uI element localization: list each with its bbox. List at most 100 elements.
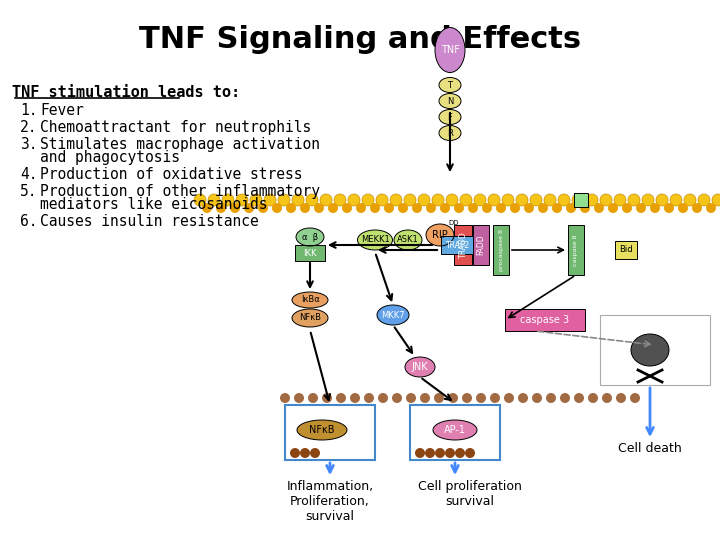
- Circle shape: [586, 194, 598, 206]
- Circle shape: [328, 203, 338, 213]
- Circle shape: [306, 194, 318, 206]
- Circle shape: [348, 194, 360, 206]
- Circle shape: [342, 203, 352, 213]
- Circle shape: [292, 194, 304, 206]
- Circle shape: [446, 194, 458, 206]
- Text: MKK7: MKK7: [381, 310, 405, 320]
- Circle shape: [455, 448, 465, 458]
- Text: FADD: FADD: [477, 235, 485, 255]
- Circle shape: [445, 448, 455, 458]
- Circle shape: [222, 194, 234, 206]
- FancyBboxPatch shape: [568, 225, 584, 275]
- Circle shape: [468, 203, 478, 213]
- Text: DD: DD: [449, 220, 459, 226]
- Circle shape: [476, 393, 486, 403]
- Circle shape: [376, 194, 388, 206]
- Text: 6.: 6.: [20, 214, 37, 229]
- Circle shape: [588, 393, 598, 403]
- Circle shape: [616, 393, 626, 403]
- Text: caspase 3: caspase 3: [521, 315, 570, 325]
- Circle shape: [546, 393, 556, 403]
- Circle shape: [454, 203, 464, 213]
- Circle shape: [642, 194, 654, 206]
- Text: TNF stimulation leads to:: TNF stimulation leads to:: [12, 85, 240, 100]
- Circle shape: [594, 203, 604, 213]
- Circle shape: [600, 194, 612, 206]
- FancyBboxPatch shape: [473, 225, 489, 265]
- FancyBboxPatch shape: [615, 241, 637, 259]
- Text: Stimulates macrophage activation: Stimulates macrophage activation: [40, 137, 320, 152]
- Circle shape: [216, 203, 226, 213]
- Text: Bid: Bid: [619, 246, 633, 254]
- Circle shape: [490, 393, 500, 403]
- Text: TRADD: TRADD: [459, 232, 467, 258]
- Circle shape: [320, 194, 332, 206]
- Circle shape: [370, 203, 380, 213]
- Circle shape: [530, 194, 542, 206]
- Text: AP-1: AP-1: [444, 425, 466, 435]
- Circle shape: [278, 194, 290, 206]
- Circle shape: [614, 194, 626, 206]
- Ellipse shape: [439, 78, 461, 92]
- Circle shape: [698, 194, 710, 206]
- Circle shape: [544, 194, 556, 206]
- Circle shape: [670, 194, 682, 206]
- Text: JNK: JNK: [412, 362, 428, 372]
- Circle shape: [518, 393, 528, 403]
- Circle shape: [706, 203, 716, 213]
- Text: RIP: RIP: [432, 230, 448, 240]
- Circle shape: [404, 194, 416, 206]
- Circle shape: [608, 203, 618, 213]
- Circle shape: [482, 203, 492, 213]
- FancyBboxPatch shape: [410, 405, 500, 460]
- Circle shape: [272, 203, 282, 213]
- Text: α  β: α β: [302, 233, 318, 241]
- Circle shape: [280, 393, 290, 403]
- Circle shape: [322, 393, 332, 403]
- Circle shape: [310, 448, 320, 458]
- Circle shape: [560, 393, 570, 403]
- Circle shape: [566, 203, 576, 213]
- Text: Inflammation,
Proliferation,
survival: Inflammation, Proliferation, survival: [287, 480, 374, 523]
- Circle shape: [336, 393, 346, 403]
- Circle shape: [264, 194, 276, 206]
- Circle shape: [552, 203, 562, 213]
- Text: Production of oxidative stress: Production of oxidative stress: [40, 167, 302, 182]
- FancyBboxPatch shape: [574, 193, 588, 207]
- Ellipse shape: [292, 309, 328, 327]
- Circle shape: [602, 393, 612, 403]
- Circle shape: [572, 194, 584, 206]
- Circle shape: [426, 203, 436, 213]
- Text: IκBα: IκBα: [301, 295, 320, 305]
- Circle shape: [504, 393, 514, 403]
- Circle shape: [425, 448, 435, 458]
- Circle shape: [258, 203, 268, 213]
- Circle shape: [524, 203, 534, 213]
- Text: mediators like eicosanoids: mediators like eicosanoids: [40, 197, 268, 212]
- Ellipse shape: [435, 28, 465, 72]
- Circle shape: [580, 203, 590, 213]
- Circle shape: [488, 194, 500, 206]
- Circle shape: [356, 203, 366, 213]
- Ellipse shape: [405, 357, 435, 377]
- Circle shape: [656, 194, 668, 206]
- Circle shape: [398, 203, 408, 213]
- Text: caspase 8: caspase 8: [574, 234, 578, 266]
- Circle shape: [412, 203, 422, 213]
- Text: NFκB: NFκB: [310, 425, 335, 435]
- Circle shape: [664, 203, 674, 213]
- Text: 4.: 4.: [20, 167, 37, 182]
- Circle shape: [300, 203, 310, 213]
- Ellipse shape: [377, 305, 409, 325]
- Text: IKK: IKK: [303, 248, 317, 258]
- Circle shape: [290, 448, 300, 458]
- Text: NFκB: NFκB: [299, 314, 321, 322]
- Circle shape: [236, 194, 248, 206]
- Circle shape: [230, 203, 240, 213]
- FancyBboxPatch shape: [285, 405, 375, 460]
- FancyBboxPatch shape: [295, 245, 325, 261]
- Circle shape: [300, 448, 310, 458]
- Circle shape: [194, 194, 206, 206]
- Circle shape: [510, 203, 520, 213]
- Text: procaspase 8: procaspase 8: [498, 229, 503, 271]
